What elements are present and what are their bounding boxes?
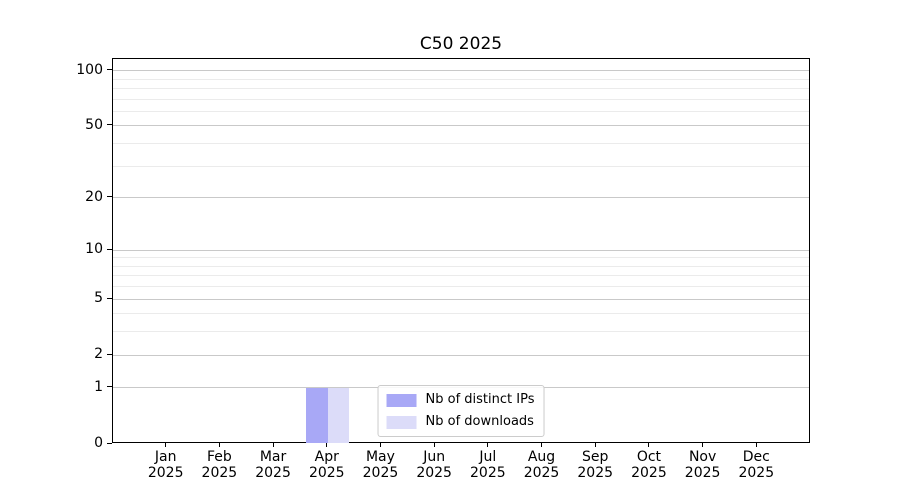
x-tick-mark [165,443,167,447]
x-tick-label: Sep 2025 [577,449,614,481]
y-gridline-minor [113,331,809,333]
y-gridline-minor [113,257,809,259]
x-tick-label: Dec 2025 [738,449,775,481]
bar-nb-of-distinct-ips [306,387,328,443]
x-tick-mark [755,443,757,447]
legend-swatch [386,393,417,407]
x-tick-mark [594,443,596,447]
x-tick-label: Nov 2025 [684,449,721,481]
legend: Nb of distinct IPs Nb of downloads [377,385,545,437]
y-tick-mark [107,124,112,126]
y-gridline-major [113,249,809,251]
y-gridline-minor [113,143,809,145]
y-tick-mark [107,69,112,71]
y-gridline-major [113,70,809,72]
y-tick-label: 50 [85,116,103,133]
x-tick-mark [433,443,435,447]
y-gridline-major [113,354,809,356]
y-tick-label: 100 [76,61,103,78]
x-tick-label: Jan 2025 [147,449,184,481]
x-tick-label: May 2025 [362,449,399,481]
y-gridline-minor [113,275,809,277]
legend-item: Nb of downloads [386,413,535,431]
y-gridline-minor [113,88,809,90]
y-tick-label: 1 [94,378,103,395]
y-tick-mark [107,442,112,444]
plot-area: Nb of distinct IPs Nb of downloads [112,58,810,443]
x-tick-label: Feb 2025 [201,449,238,481]
y-tick-mark [107,248,112,250]
x-tick-label: Oct 2025 [631,449,667,481]
x-tick-mark [272,443,274,447]
x-tick-mark [541,443,543,447]
x-tick-mark [326,443,328,447]
y-gridline-minor [113,313,809,315]
y-tick-label: 2 [94,346,103,363]
legend-swatch [386,415,417,429]
y-gridline-minor [113,78,809,80]
y-gridline-minor [113,265,809,267]
legend-label: Nb of downloads [425,414,534,429]
y-tick-label: 0 [94,435,103,451]
chart-title: C50 2025 [419,34,503,54]
y-gridline-minor [113,286,809,288]
x-tick-mark [218,443,220,447]
legend-item: Nb of distinct IPs [386,391,535,409]
x-tick-label: Mar 2025 [255,449,291,481]
y-gridline-minor [113,110,809,112]
y-tick-mark [107,386,112,388]
legend-label: Nb of distinct IPs [425,392,535,407]
y-tick-mark [107,297,112,299]
y-tick-label: 5 [94,290,103,307]
x-tick-mark [487,443,489,447]
x-tick-mark [379,443,381,447]
y-tick-mark [107,196,112,198]
x-tick-label: Jul 2025 [470,449,506,481]
y-gridline-major [113,298,809,300]
y-tick-label: 10 [85,241,103,258]
x-tick-mark [702,443,704,447]
x-tick-label: Jun 2025 [416,449,452,481]
y-gridline-major [113,125,809,127]
x-tick-label: Aug 2025 [523,449,560,481]
bar-nb-of-downloads [327,387,350,443]
y-gridline-minor [113,98,809,100]
y-tick-label: 20 [85,188,103,205]
y-gridline-minor [113,165,809,167]
y-tick-mark [107,353,112,355]
x-tick-mark [648,443,650,447]
x-tick-label: Apr 2025 [308,449,345,481]
y-gridline-major [113,197,809,199]
